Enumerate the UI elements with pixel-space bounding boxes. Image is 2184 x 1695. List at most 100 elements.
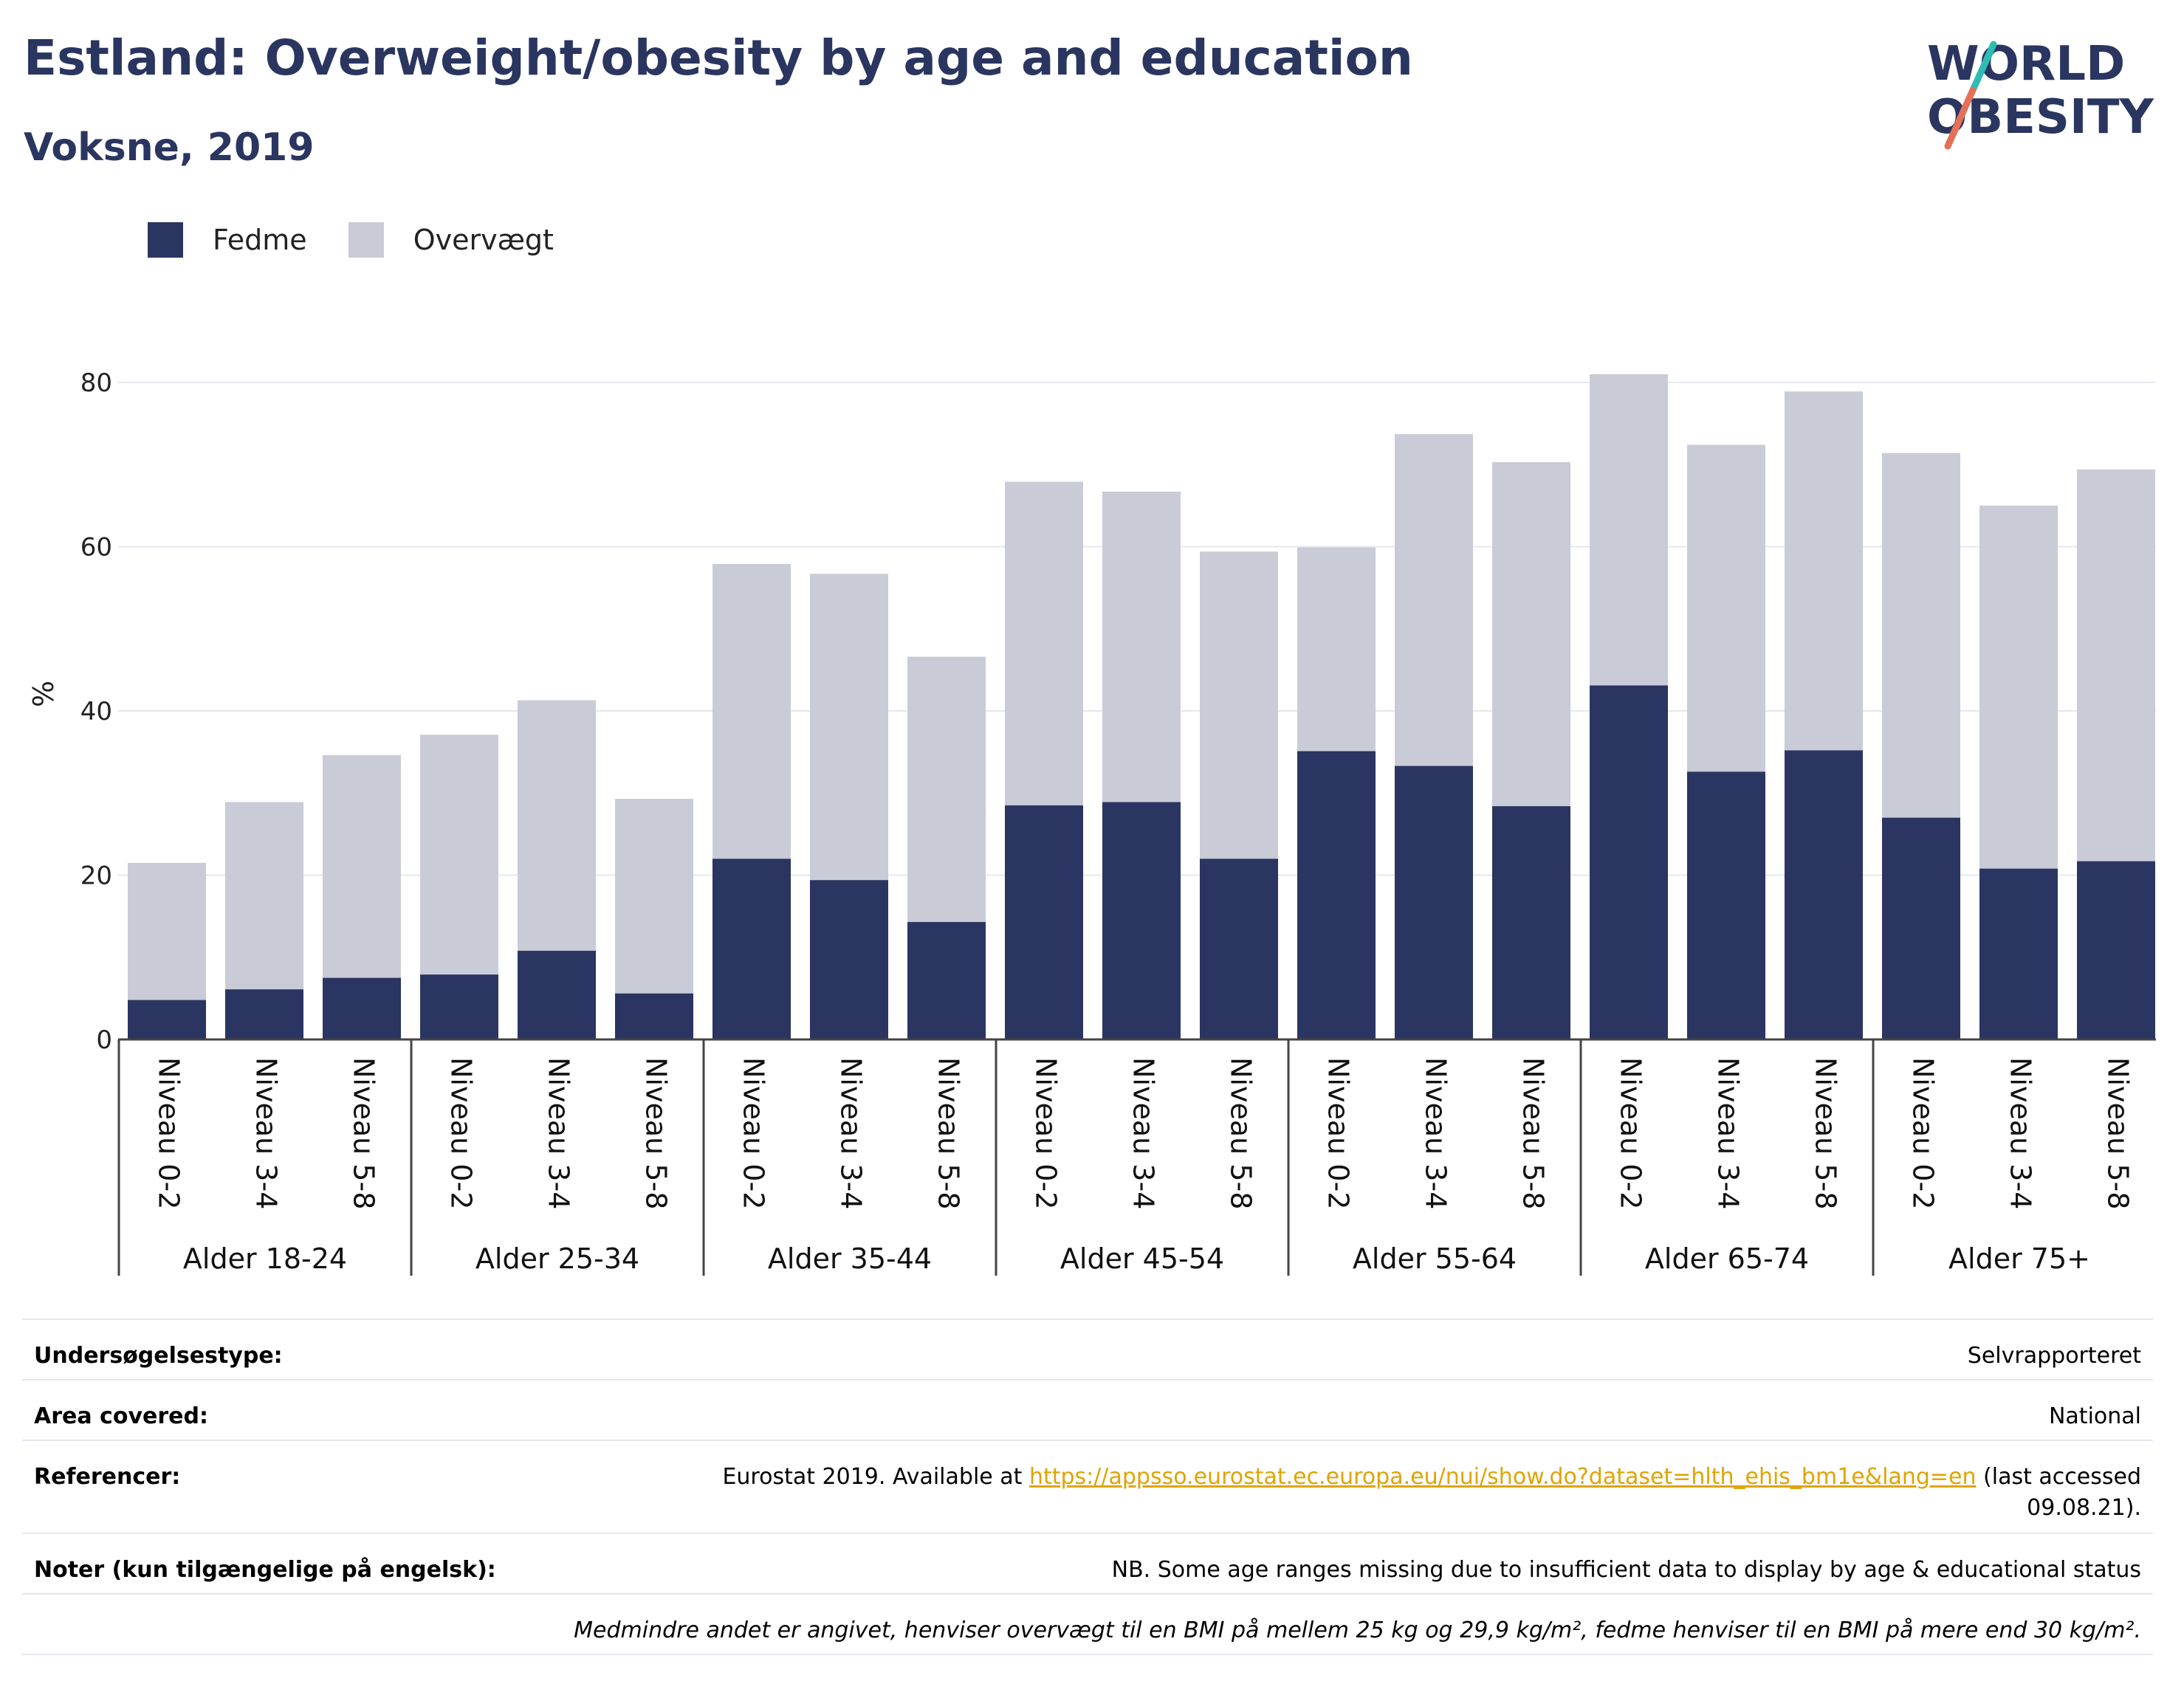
- bar-fedme[interactable]: [1395, 766, 1473, 1039]
- group-label: Alder 45-54: [1060, 1242, 1224, 1275]
- y-tick-label: 60: [80, 533, 112, 563]
- bar-fedme[interactable]: [420, 974, 498, 1039]
- bar-fedme[interactable]: [1882, 817, 1960, 1039]
- bar-overvaegt[interactable]: [810, 574, 888, 881]
- x-tick-label: Niveau 0-2: [445, 1057, 478, 1209]
- x-tick-label: Niveau 0-2: [738, 1057, 770, 1209]
- info-row-definition: Medmindre andet er angivet, henviser ove…: [22, 1593, 2153, 1655]
- logo-line1: WORLD: [1927, 37, 2125, 92]
- notes-label: Noter (kun tilgængelige på engelsk):: [34, 1557, 496, 1583]
- y-tick-label: 0: [96, 1025, 112, 1055]
- x-tick-label: Niveau 0-2: [153, 1057, 185, 1209]
- bar-fedme[interactable]: [323, 977, 401, 1039]
- bar-overvaegt[interactable]: [1005, 481, 1083, 805]
- bar-fedme[interactable]: [225, 989, 303, 1039]
- info-row-survey: Undersøgelsestype: Selvrapporteret: [22, 1318, 2153, 1379]
- bar-fedme[interactable]: [128, 1000, 206, 1039]
- y-tick-label: 80: [80, 368, 112, 398]
- bar-fedme[interactable]: [810, 880, 888, 1039]
- area-label: Area covered:: [34, 1403, 208, 1429]
- info-row-references: Referencer: Eurostat 2019. Available at …: [22, 1440, 2153, 1533]
- stacked-bar-chart: 0 20 40 60 80 Niveau 0-2 Niveau 3-4 Niveau 5-8…: [27, 368, 2156, 1276]
- bar-fedme[interactable]: [518, 950, 596, 1039]
- bar-overvaegt[interactable]: [1297, 547, 1376, 752]
- logo-line2: OBESITY: [1927, 90, 2154, 145]
- chart-title: Estland: Overweight/obesity by age and e…: [24, 30, 1413, 86]
- x-tick-label: Niveau 5-8: [348, 1057, 380, 1209]
- x-tick-label: Niveau 0-2: [1322, 1057, 1355, 1209]
- bars: [128, 374, 2155, 1039]
- group-label: Alder 18-24: [183, 1242, 347, 1275]
- bar-overvaegt[interactable]: [1979, 505, 2058, 869]
- survey-label: Undersøgelsestype:: [34, 1343, 283, 1369]
- legend-swatch-fedme: [148, 222, 183, 258]
- bar-fedme[interactable]: [1005, 805, 1083, 1039]
- legend-label-fedme: Fedme: [213, 224, 307, 256]
- bar-fedme[interactable]: [907, 921, 986, 1039]
- x-tick-label: Niveau 0-2: [1907, 1057, 1940, 1209]
- x-tick-label: Niveau 5-8: [1810, 1057, 1842, 1209]
- bar-overvaegt[interactable]: [1492, 461, 1570, 807]
- references-suffix: (last accessed: [1976, 1464, 2141, 1490]
- bar-overvaegt[interactable]: [1102, 491, 1181, 802]
- x-axis: Niveau 0-2 Niveau 3-4 Niveau 5-8 Niveau 0-2…: [117, 1038, 2156, 1276]
- bar-fedme[interactable]: [1200, 859, 1278, 1039]
- x-tick-label: Niveau 5-8: [933, 1057, 965, 1209]
- bar-overvaegt[interactable]: [323, 755, 401, 978]
- bar-overvaegt[interactable]: [2077, 469, 2155, 862]
- references-value: Eurostat 2019. Available at https://apps…: [722, 1462, 2141, 1524]
- legend-item-overvaegt[interactable]: Overvægt: [348, 222, 554, 258]
- y-axis-title: %: [27, 681, 60, 707]
- x-tick-label: Niveau 3-4: [250, 1057, 283, 1209]
- info-row-notes: Noter (kun tilgængelige på engelsk): NB.…: [22, 1533, 2153, 1593]
- x-tick-label: Niveau 3-4: [835, 1057, 868, 1209]
- bar-fedme[interactable]: [1492, 806, 1570, 1039]
- bar-fedme[interactable]: [1297, 751, 1376, 1039]
- references-label: Referencer:: [34, 1464, 181, 1490]
- area-value: National: [2048, 1403, 2141, 1429]
- group-label: Alder 55-64: [1353, 1242, 1517, 1275]
- bar-overvaegt[interactable]: [712, 563, 791, 859]
- references-link[interactable]: https://appsso.eurostat.ec.europa.eu/nui…: [1029, 1464, 1977, 1490]
- x-tick-label: Niveau 5-8: [2102, 1057, 2135, 1209]
- legend-item-fedme[interactable]: Fedme: [148, 222, 307, 258]
- bar-overvaegt[interactable]: [1200, 551, 1278, 859]
- x-tick-label: Niveau 3-4: [2005, 1057, 2037, 1209]
- group-label: Alder 65-74: [1645, 1242, 1809, 1275]
- info-row-area: Area covered: National: [22, 1379, 2153, 1440]
- survey-value: Selvrapporteret: [1967, 1343, 2141, 1369]
- bar-overvaegt[interactable]: [128, 862, 206, 1000]
- bar-fedme[interactable]: [1102, 802, 1181, 1039]
- x-tick-label: Niveau 3-4: [543, 1057, 575, 1209]
- group-label: Alder 25-34: [475, 1242, 639, 1275]
- references-accessed: 09.08.21).: [2027, 1495, 2141, 1521]
- bar-fedme[interactable]: [1785, 750, 1863, 1039]
- bar-fedme[interactable]: [1687, 771, 1765, 1039]
- bar-overvaegt[interactable]: [420, 735, 498, 975]
- x-tick-label: Niveau 3-4: [1127, 1057, 1160, 1209]
- x-tick-label: Niveau 5-8: [1517, 1057, 1550, 1209]
- legend-label-overvaegt: Overvægt: [413, 224, 554, 256]
- definition-note: Medmindre andet er angivet, henviser ove…: [574, 1617, 2141, 1643]
- bar-overvaegt[interactable]: [1785, 391, 1863, 751]
- bar-fedme[interactable]: [1590, 685, 1668, 1039]
- bar-fedme[interactable]: [1979, 868, 2058, 1039]
- bar-overvaegt[interactable]: [615, 799, 693, 994]
- bar-overvaegt[interactable]: [1590, 374, 1668, 686]
- logo-slash-teal: [1969, 41, 1997, 94]
- x-tick-label: Niveau 0-2: [1030, 1057, 1062, 1209]
- group-label: Alder 75+: [1948, 1242, 2090, 1275]
- bar-overvaegt[interactable]: [907, 656, 986, 922]
- bar-overvaegt[interactable]: [1395, 434, 1473, 766]
- bar-fedme[interactable]: [2077, 861, 2155, 1039]
- bar-fedme[interactable]: [712, 859, 791, 1039]
- bar-overvaegt[interactable]: [518, 700, 596, 951]
- x-tick-label: Niveau 5-8: [640, 1057, 673, 1209]
- bar-overvaegt[interactable]: [1882, 453, 1960, 818]
- bar-overvaegt[interactable]: [1687, 444, 1765, 772]
- x-tick-label: Niveau 5-8: [1225, 1057, 1257, 1209]
- x-tick-label: Niveau 3-4: [1420, 1057, 1452, 1209]
- bar-fedme[interactable]: [615, 993, 693, 1039]
- bar-overvaegt[interactable]: [225, 802, 303, 990]
- legend: Fedme Overvægt: [148, 220, 595, 260]
